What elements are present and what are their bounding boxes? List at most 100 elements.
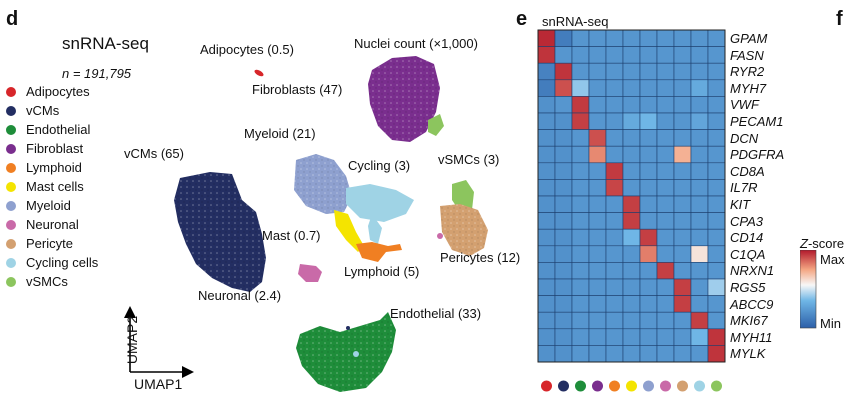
marker-heatmap <box>537 29 726 392</box>
heatmap-cell <box>554 46 573 64</box>
heatmap-cell <box>673 162 692 180</box>
heatmap-cell <box>639 295 658 313</box>
heatmap-cell <box>622 46 641 64</box>
heatmap-cell <box>656 212 675 230</box>
heatmap-cell <box>673 29 692 47</box>
legend-swatch <box>6 257 16 268</box>
heatmap-cell <box>673 62 692 81</box>
heatmap-cell <box>673 46 692 64</box>
heatmap-cell <box>622 112 641 130</box>
heatmap-cell <box>707 228 726 247</box>
heatmap-cell <box>707 112 726 130</box>
legend-label: vSMCs <box>26 274 68 289</box>
heatmap-cell <box>673 278 692 296</box>
umap-title: snRNA-seq <box>62 34 149 53</box>
legend-item: Myeloid <box>6 196 98 215</box>
heatmap-cell <box>656 129 675 147</box>
legend-swatch <box>6 276 16 287</box>
heatmap-cell <box>571 328 590 346</box>
heatmap-cell <box>639 212 658 230</box>
heatmap-cell <box>656 328 675 346</box>
heatmap-cell <box>554 29 573 47</box>
heatmap-cell <box>605 311 624 330</box>
heatmap-cell <box>673 112 692 130</box>
heatmap-cell <box>622 345 641 363</box>
legend-item: Neuronal <box>6 215 98 234</box>
heatmap-cell <box>571 195 590 213</box>
heatmap-cell <box>673 328 692 346</box>
heatmap-cell <box>622 212 641 230</box>
heatmap-cell <box>605 62 624 81</box>
heatmap-cell <box>622 96 641 114</box>
legend-swatch <box>6 86 16 97</box>
heatmap-column-marker <box>592 380 603 392</box>
heatmap-cell <box>605 328 624 346</box>
heatmap-cell <box>605 245 624 263</box>
legend-item: Cycling cells <box>6 253 98 272</box>
legend-swatch <box>6 238 16 249</box>
heatmap-cell <box>537 46 556 64</box>
heatmap-cell <box>656 179 675 197</box>
heatmap-cell <box>622 195 641 213</box>
heatmap-column-marker <box>558 380 569 392</box>
heatmap-cell <box>707 145 726 164</box>
heatmap-cell <box>588 228 607 247</box>
legend-swatch <box>6 219 16 230</box>
heatmap-cell <box>639 96 658 114</box>
heatmap-cell <box>571 145 590 164</box>
heatmap-cell <box>690 295 709 313</box>
panel-letter-e: e <box>516 8 528 30</box>
heatmap-cell <box>639 245 658 263</box>
heatmap-cell <box>673 212 692 230</box>
umap-x-axis-label: UMAP1 <box>134 376 183 392</box>
heatmap-cell <box>639 46 658 64</box>
heatmap-cell <box>707 62 726 81</box>
heatmap-cell <box>690 96 709 114</box>
heatmap-cell <box>554 228 573 247</box>
heatmap-cell <box>656 79 675 97</box>
heatmap-cell <box>571 262 590 280</box>
gene-label: C1QA <box>730 246 766 262</box>
heatmap-cell <box>707 162 726 180</box>
heatmap-cell <box>690 162 709 180</box>
label-neuronal: Neuronal (2.4) <box>198 288 282 303</box>
heatmap-cell <box>571 29 590 47</box>
heatmap-cell <box>690 278 709 296</box>
zscore-min-label: Min <box>820 316 841 331</box>
heatmap-cell <box>622 129 641 147</box>
heatmap-cell <box>554 262 573 280</box>
umap-cluster-vsmcs <box>452 180 474 212</box>
legend-label: Neuronal <box>26 217 79 232</box>
heatmap-cell <box>639 228 658 247</box>
heatmap-cell <box>605 129 624 147</box>
heatmap-cell <box>673 96 692 114</box>
heatmap-cell <box>605 46 624 64</box>
heatmap-cell <box>588 96 607 114</box>
heatmap-cell <box>622 245 641 263</box>
heatmap-cell <box>639 29 658 47</box>
umap-cluster-cycling <box>346 184 414 222</box>
heatmap-cell <box>571 46 590 64</box>
heatmap-cell <box>588 245 607 263</box>
heatmap-cell <box>639 262 658 280</box>
label-pericytes: Pericytes (12) <box>440 250 521 265</box>
heatmap-cell <box>605 295 624 313</box>
heatmap-cell <box>588 79 607 97</box>
label-endothelial: Endothelial (33) <box>390 306 482 321</box>
heatmap-cell <box>588 295 607 313</box>
heatmap-cell <box>605 228 624 247</box>
umap-cluster-lymphoid <box>356 242 402 262</box>
heatmap-cell <box>537 145 556 164</box>
heatmap-cell <box>605 96 624 114</box>
heatmap-cell <box>656 345 675 363</box>
gene-label: NRXN1 <box>730 263 775 279</box>
panel-letter-f: f <box>836 8 843 30</box>
heatmap-cell <box>537 228 556 247</box>
gene-label: KIT <box>730 197 751 212</box>
heatmap-cell <box>554 129 573 147</box>
heatmap-cell <box>622 262 641 280</box>
gene-label: IL7R <box>730 180 758 196</box>
heatmap-cell <box>588 311 607 330</box>
heatmap-cell <box>537 262 556 280</box>
heatmap-cell <box>605 345 624 363</box>
